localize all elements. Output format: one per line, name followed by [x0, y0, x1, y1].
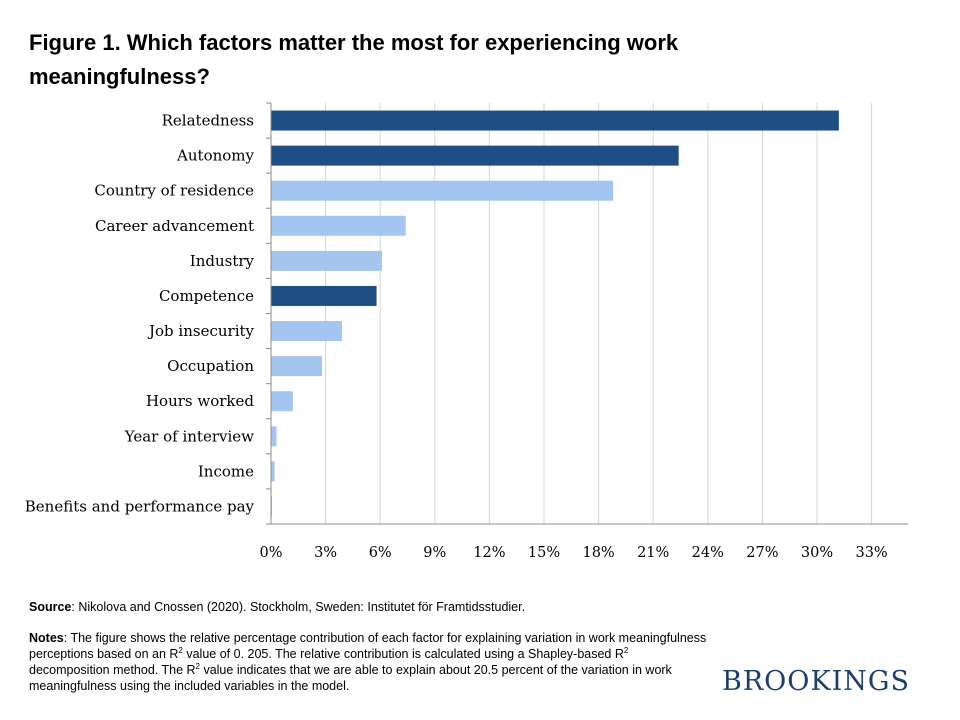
bar [271, 426, 277, 447]
x-tick-label: 24% [692, 545, 724, 561]
bar [271, 110, 839, 131]
source-label: Source [29, 600, 72, 614]
notes: Notes: The figure shows the relative per… [29, 630, 709, 694]
x-tick-label: 9% [423, 545, 446, 561]
x-tick-label: 0% [259, 545, 282, 561]
bar [271, 215, 406, 236]
gridlines [325, 103, 873, 524]
category-label: Income [198, 462, 254, 480]
brookings-logo: BROOKINGS [722, 666, 910, 697]
x-tick-label: 15% [528, 545, 560, 561]
notes-sup-3: 2 [195, 661, 200, 671]
notes-text-3: decomposition method. The R [29, 663, 196, 677]
bar [271, 356, 322, 377]
notes-text-2: value of 0. 205. The relative contributi… [182, 647, 624, 661]
source-note: Source: Nikolova and Cnossen (2020). Sto… [29, 599, 679, 615]
x-tick-label: 21% [637, 545, 669, 561]
x-tick-label: 27% [746, 545, 778, 561]
x-tick-label: 12% [473, 545, 505, 561]
category-label: Competence [159, 287, 254, 305]
category-label: Autonomy [176, 147, 254, 165]
axes [266, 102, 908, 525]
x-tick-label: 3% [314, 545, 337, 561]
bar-chart: Relatedness Autonomy Country of residence C… [25, 102, 908, 561]
bar [271, 391, 293, 412]
chart-title: Figure 1. Which factors matter the most … [29, 30, 679, 89]
bar [271, 180, 614, 201]
x-tick-label: 33% [855, 545, 887, 561]
source-text: : Nikolova and Cnossen (2020). Stockholm… [71, 600, 526, 614]
category-label: Job insecurity [147, 322, 255, 340]
category-label: Country of residence [94, 182, 254, 200]
category-label: Year of interview [124, 427, 254, 445]
notes-sup-2: 2 [623, 645, 629, 655]
bar [271, 321, 342, 342]
category-labels: Relatedness Autonomy Country of residence C… [25, 112, 255, 516]
x-tick-label: 6% [369, 545, 392, 561]
x-tick-label: 30% [801, 545, 833, 561]
notes-label: Notes [29, 631, 64, 645]
bar [271, 145, 679, 166]
bar [271, 285, 377, 306]
tick-labels: 0% 3% 6% 9% 12% 15% 18% 21% 24% 27% 30% 33% [259, 545, 887, 561]
category-label: Industry [190, 252, 255, 270]
notes-text-4: value indicates that we are able to expl… [29, 663, 672, 693]
category-label: Occupation [167, 357, 254, 375]
bar [271, 461, 275, 482]
category-label: Career advancement [95, 217, 254, 235]
bars [271, 110, 839, 517]
category-label: Hours worked [146, 392, 254, 410]
notes-text-1: : The figure shows the relative percenta… [29, 631, 707, 661]
category-label: Relatedness [162, 112, 254, 130]
bar [271, 250, 383, 271]
notes-sup-1: 2 [178, 645, 183, 655]
x-tick-label: 18% [582, 545, 614, 561]
category-label: Benefits and performance pay [25, 497, 255, 515]
